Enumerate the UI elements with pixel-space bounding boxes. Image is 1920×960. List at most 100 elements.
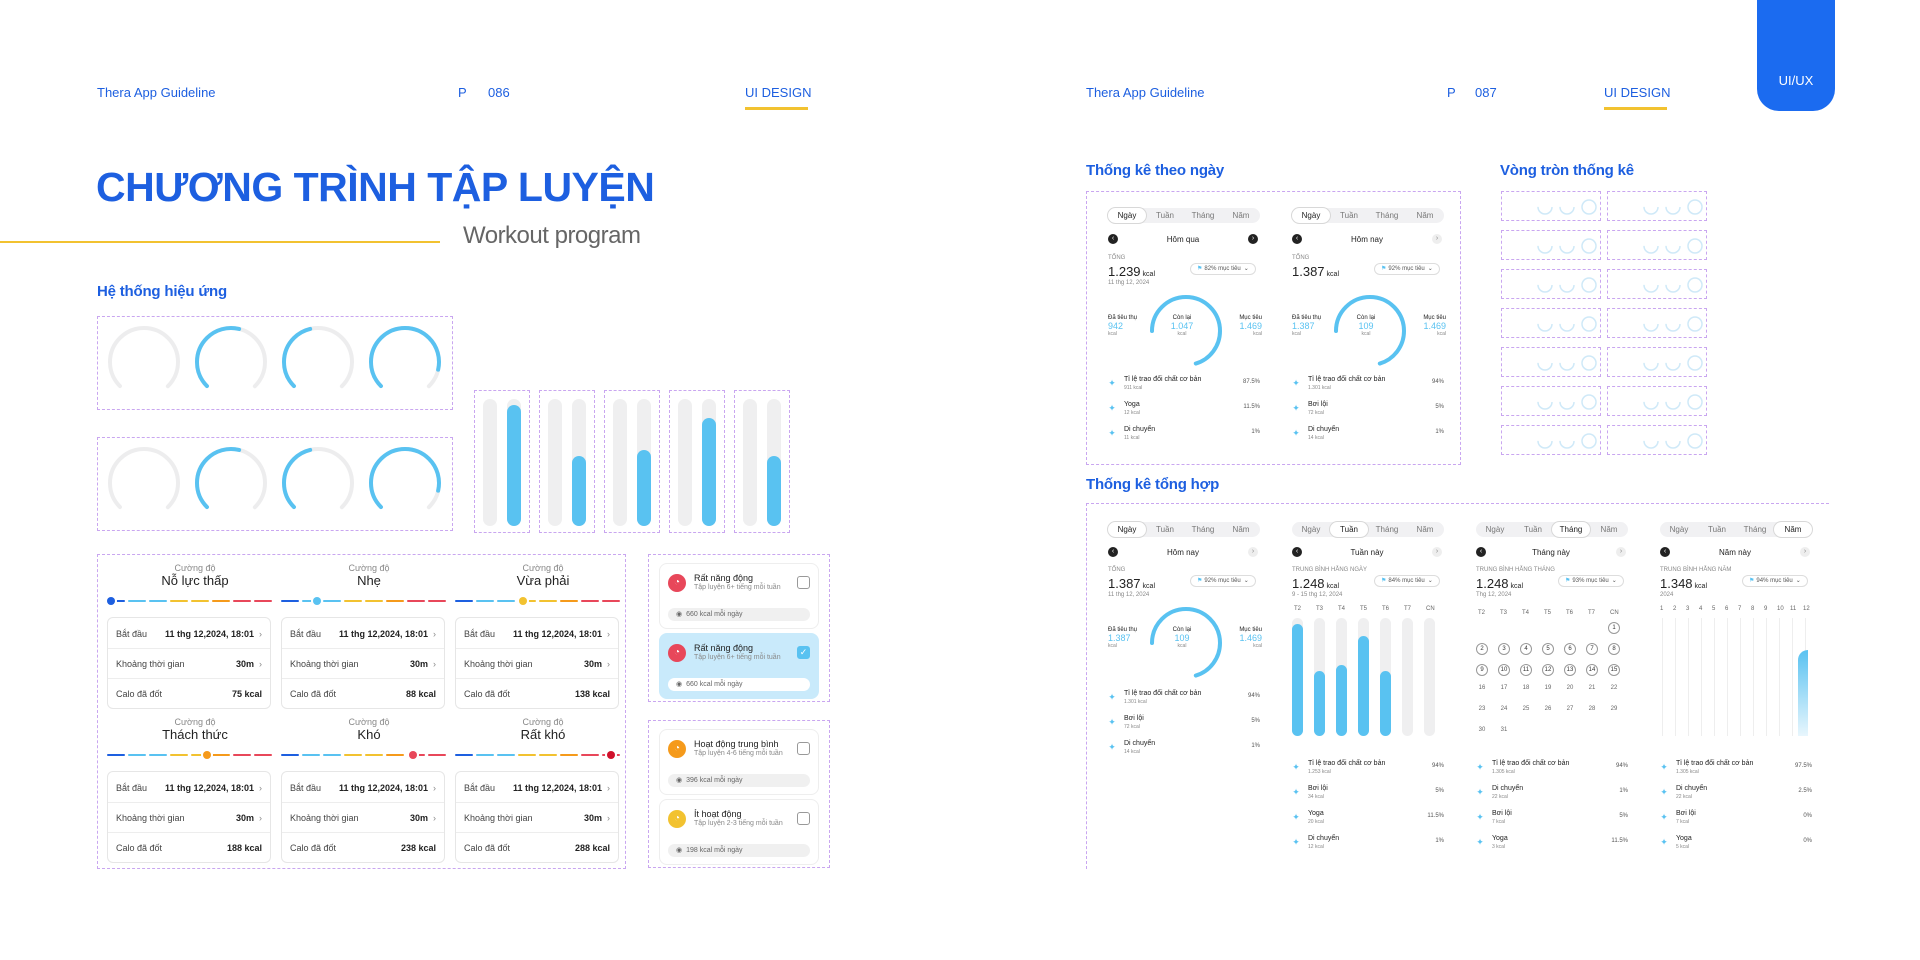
activity-option[interactable]: ◔ Rất năng động Tập luyện 6+ tiếng mỗi tuầ…: [659, 633, 819, 699]
goal-chip[interactable]: ⚑ 93% mục tiêu ⌄: [1558, 575, 1624, 587]
activity-option[interactable]: ◔ Ít hoạt động Tập luyện 2-3 tiếng mỗi tuầ…: [659, 799, 819, 865]
activity-checkbox[interactable]: [797, 812, 810, 825]
prev-arrow-icon[interactable]: ‹: [1108, 547, 1118, 557]
intensity-scale[interactable]: [455, 597, 620, 605]
tab-month[interactable]: Tháng: [1375, 211, 1399, 220]
tab-day[interactable]: Ngày: [1108, 522, 1146, 537]
tab-week[interactable]: Tuần: [1330, 522, 1368, 537]
calendar-day[interactable]: 23: [1478, 706, 1486, 712]
next-arrow-icon[interactable]: ›: [1432, 547, 1442, 557]
period-tabs[interactable]: Ngày Tuần Tháng Năm: [1660, 522, 1812, 537]
activity-checkbox[interactable]: [797, 576, 810, 589]
next-arrow-icon[interactable]: ›: [1432, 234, 1442, 244]
tab-day[interactable]: Ngày: [1292, 208, 1330, 223]
tab-week[interactable]: Tuần: [1340, 211, 1358, 220]
activity-checkbox[interactable]: ✓: [797, 646, 810, 659]
tab-month[interactable]: Tháng: [1743, 525, 1767, 534]
calendar-day[interactable]: 8: [1608, 643, 1620, 655]
goal-chip[interactable]: ⚑ 92% mục tiêu ⌄: [1374, 263, 1440, 275]
calendar-day[interactable]: 29: [1610, 706, 1618, 712]
tab-day[interactable]: Ngày: [1669, 525, 1689, 534]
calendar-day[interactable]: 18: [1522, 685, 1530, 691]
tab-year[interactable]: Năm: [1232, 525, 1250, 534]
calendar-day[interactable]: 10: [1498, 664, 1510, 676]
prev-arrow-icon[interactable]: ‹: [1292, 234, 1302, 244]
workout-card-row[interactable]: Bắt đầu 11 thg 12,2024, 18:01 ›: [116, 773, 262, 803]
workout-card-row[interactable]: Khoảng thời gian 30m ›: [290, 649, 436, 679]
tab-year[interactable]: Năm: [1416, 525, 1434, 534]
calendar-day[interactable]: 6: [1564, 643, 1576, 655]
next-arrow-icon[interactable]: ›: [1248, 547, 1258, 557]
calendar-day[interactable]: 12: [1542, 664, 1554, 676]
calendar-day[interactable]: 17: [1500, 685, 1508, 691]
tab-month[interactable]: Tháng: [1191, 211, 1215, 220]
calendar-day[interactable]: 7: [1586, 643, 1598, 655]
intensity-scale[interactable]: [107, 597, 272, 605]
calendar-day[interactable]: 4: [1520, 643, 1532, 655]
calendar-day[interactable]: 25: [1522, 706, 1530, 712]
intensity-scale[interactable]: [281, 751, 446, 759]
workout-card-row[interactable]: Bắt đầu 11 thg 12,2024, 18:01 ›: [290, 773, 436, 803]
tab-week[interactable]: Tuần: [1156, 211, 1174, 220]
calendar-day[interactable]: 14: [1586, 664, 1598, 676]
activity-option[interactable]: ◔ Hoạt động trung bình Tập luyện 4-6 tiếng…: [659, 729, 819, 795]
next-arrow-icon[interactable]: ›: [1248, 234, 1258, 244]
calendar-day[interactable]: 20: [1566, 685, 1574, 691]
goal-chip[interactable]: ⚑ 92% mục tiêu ⌄: [1190, 575, 1256, 587]
tab-month[interactable]: Tháng: [1191, 525, 1215, 534]
calendar-day[interactable]: 31: [1500, 727, 1508, 733]
calendar-day[interactable]: 15: [1608, 664, 1620, 676]
tab-year[interactable]: Năm: [1416, 211, 1434, 220]
prev-arrow-icon[interactable]: ‹: [1292, 547, 1302, 557]
calendar-day[interactable]: 1: [1608, 622, 1620, 634]
period-tabs[interactable]: Ngày Tuần Tháng Năm: [1292, 522, 1444, 537]
period-tabs[interactable]: Ngày Tuần Tháng Năm: [1108, 208, 1260, 223]
calendar-day[interactable]: 16: [1478, 685, 1486, 691]
next-arrow-icon[interactable]: ›: [1616, 547, 1626, 557]
tab-year[interactable]: Năm: [1774, 522, 1812, 537]
calendar-day[interactable]: 9: [1476, 664, 1488, 676]
workout-card-row[interactable]: Bắt đầu 11 thg 12,2024, 18:01 ›: [464, 773, 610, 803]
tab-week[interactable]: Tuần: [1708, 525, 1726, 534]
calendar-day[interactable]: 27: [1566, 706, 1574, 712]
goal-chip[interactable]: ⚑ 84% mục tiêu ⌄: [1374, 575, 1440, 587]
workout-card-row[interactable]: Khoảng thời gian 30m ›: [464, 803, 610, 833]
period-tabs[interactable]: Ngày Tuần Tháng Năm: [1292, 208, 1444, 223]
tab-day[interactable]: Ngày: [1301, 525, 1321, 534]
calendar-day[interactable]: 5: [1542, 643, 1554, 655]
tab-month[interactable]: Tháng: [1375, 525, 1399, 534]
next-arrow-icon[interactable]: ›: [1800, 547, 1810, 557]
tab-year[interactable]: Năm: [1232, 211, 1250, 220]
calendar-day[interactable]: 26: [1544, 706, 1552, 712]
workout-card-row[interactable]: Khoảng thời gian 30m ›: [116, 803, 262, 833]
scale-handle[interactable]: [409, 751, 417, 759]
scale-handle[interactable]: [313, 597, 321, 605]
tab-week[interactable]: Tuần: [1524, 525, 1542, 534]
period-tabs[interactable]: Ngày Tuần Tháng Năm: [1476, 522, 1628, 537]
intensity-scale[interactable]: [455, 751, 620, 759]
calendar-day[interactable]: 13: [1564, 664, 1576, 676]
intensity-scale[interactable]: [107, 751, 272, 759]
scale-handle[interactable]: [607, 751, 615, 759]
goal-chip[interactable]: ⚑ 82% mục tiêu ⌄: [1190, 263, 1256, 275]
calendar-day[interactable]: 19: [1544, 685, 1552, 691]
workout-card-row[interactable]: Khoảng thời gian 30m ›: [116, 649, 262, 679]
prev-arrow-icon[interactable]: ‹: [1476, 547, 1486, 557]
calendar-day[interactable]: 21: [1588, 685, 1596, 691]
workout-card-row[interactable]: Khoảng thời gian 30m ›: [464, 649, 610, 679]
calendar-day[interactable]: 11: [1520, 664, 1532, 676]
period-tabs[interactable]: Ngày Tuần Tháng Năm: [1108, 522, 1260, 537]
scale-handle[interactable]: [203, 751, 211, 759]
calendar-day[interactable]: 30: [1478, 727, 1486, 733]
workout-card-row[interactable]: Khoảng thời gian 30m ›: [290, 803, 436, 833]
workout-card-row[interactable]: Bắt đầu 11 thg 12,2024, 18:01 ›: [116, 619, 262, 649]
calendar-day[interactable]: 22: [1610, 685, 1618, 691]
calendar-day[interactable]: 2: [1476, 643, 1488, 655]
calendar-day[interactable]: 28: [1588, 706, 1596, 712]
activity-option[interactable]: ◔ Rất năng động Tập luyện 6+ tiếng mỗi tuầ…: [659, 563, 819, 629]
tab-day[interactable]: Ngày: [1108, 208, 1146, 223]
calendar-day[interactable]: 3: [1498, 643, 1510, 655]
tab-year[interactable]: Năm: [1600, 525, 1618, 534]
activity-checkbox[interactable]: [797, 742, 810, 755]
prev-arrow-icon[interactable]: ‹: [1108, 234, 1118, 244]
